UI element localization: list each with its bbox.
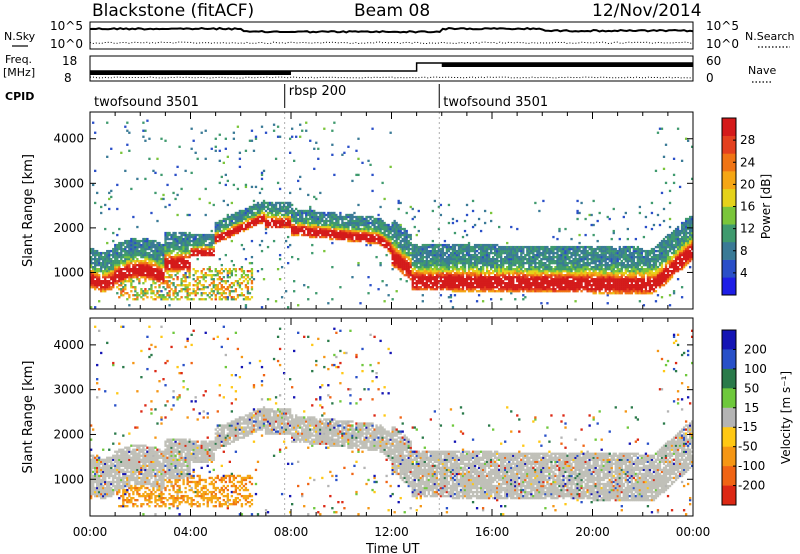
y-tick-label: 2000 — [53, 221, 84, 235]
power-y-axis-label: Slant Range [km] — [21, 154, 36, 267]
x-tick-label: 20:00 — [575, 525, 610, 539]
power-colorbar-label: 28 — [740, 133, 755, 147]
velocity-colorbar-label: -15 — [738, 420, 758, 434]
cpid-segment-label: twofsound 3501 — [443, 95, 548, 110]
velocity-colorbar-segment — [722, 330, 736, 350]
velocity-colorbar-segment — [722, 486, 736, 506]
velocity-colorbar-label: -50 — [738, 440, 758, 454]
freq-right-label: Nave — [748, 64, 776, 77]
power-colorbar-label: 24 — [740, 155, 755, 169]
y-tick-label: 3000 — [53, 383, 84, 397]
power-colorbar-segment — [722, 277, 736, 295]
cpid-label: CPID — [5, 90, 34, 103]
x-tick-label: 16:00 — [475, 525, 510, 539]
velocity-colorbar-label: 200 — [744, 342, 767, 356]
power-colorbar-label: 4 — [740, 266, 748, 280]
freq-left-tick-low: 8 — [64, 71, 72, 85]
freq-left-label-2: [MHz] — [3, 66, 35, 79]
freq-right-tick-low: 0 — [706, 71, 714, 85]
freq-right-tick-high: 60 — [706, 54, 721, 68]
noise-search-trace — [90, 42, 693, 44]
date-label: 12/Nov/2014 — [592, 1, 702, 21]
power-colorbar-segment — [722, 118, 736, 136]
velocity-colorbar-label: -200 — [738, 479, 765, 493]
x-tick-label: 00:00 — [676, 525, 711, 539]
velocity-colorbar-segment — [722, 466, 736, 486]
freq-left-tick-high: 18 — [62, 54, 77, 68]
x-tick-label: 12:00 — [374, 525, 409, 539]
noise-panel-frame — [90, 22, 693, 49]
power-colorbar-segment — [722, 224, 736, 242]
nave-band-2 — [442, 63, 693, 67]
y-tick-label: 1000 — [53, 265, 84, 279]
power-colorbar-label: 12 — [740, 222, 755, 236]
noise-right-label: N.Search — [745, 30, 795, 43]
noise-left-tick-high: 10^5 — [50, 19, 83, 33]
cpid-segment-label: rbsp 200 — [289, 84, 347, 99]
x-tick-label: 04:00 — [173, 525, 208, 539]
velocity-colorbar-segment — [722, 369, 736, 389]
power-colorbar-segment — [722, 136, 736, 154]
x-tick-label: 08:00 — [274, 525, 309, 539]
noise-sky-trace — [90, 28, 693, 33]
y-tick-label: 1000 — [53, 472, 84, 486]
velocity-y-axis-label: Slant Range [km] — [21, 361, 36, 474]
power-colorbar-label: 8 — [740, 244, 748, 258]
noise-left-tick-low: 10^0 — [50, 37, 83, 51]
x-axis-label: Time UT — [365, 542, 419, 554]
freq-left-label-1: Freq. — [5, 53, 32, 66]
y-tick-label: 4000 — [53, 338, 84, 352]
power-colorbar-segment — [722, 207, 736, 225]
power-colorbar-label: 20 — [740, 177, 755, 191]
velocity-colorbar-segment — [722, 408, 736, 428]
cpid-segment-label: twofsound 3501 — [94, 95, 199, 110]
power-colorbar-segment — [722, 171, 736, 189]
velocity-colorbar-label: 15 — [744, 401, 759, 415]
velocity-colorbar-label: 100 — [744, 362, 767, 376]
velocity-colorbar-label: -100 — [738, 459, 765, 473]
velocity-colorbar-segment — [722, 427, 736, 447]
nave-band-1 — [90, 71, 291, 75]
y-tick-label: 3000 — [53, 176, 84, 190]
power-colorbar-label: 16 — [740, 200, 755, 214]
power-colorbar-title: Power [dB] — [759, 174, 773, 239]
velocity-colorbar-segment — [722, 388, 736, 408]
noise-right-tick-high: 10^5 — [706, 19, 739, 33]
y-tick-label: 2000 — [53, 427, 84, 441]
noise-right-tick-low: 10^0 — [706, 37, 739, 51]
radar-summary-plot: Blackstone (fitACF) Beam 08 12/Nov/2014 … — [0, 0, 800, 554]
velocity-colorbar-segment — [722, 447, 736, 467]
power-colorbar-segment — [722, 189, 736, 207]
noise-left-label: N.Sky — [4, 30, 36, 43]
velocity-colorbar-label: 50 — [744, 381, 759, 395]
power-colorbar-segment — [722, 260, 736, 278]
beam-label: Beam 08 — [354, 1, 430, 21]
velocity-colorbar-segment — [722, 349, 736, 369]
y-tick-label: 4000 — [53, 132, 84, 146]
nave-trace — [90, 77, 693, 78]
x-tick-label: 00:00 — [73, 525, 108, 539]
velocity-colorbar-title: Velocity [m s⁻¹] — [779, 371, 793, 464]
radar-title: Blackstone (fitACF) — [92, 1, 254, 21]
